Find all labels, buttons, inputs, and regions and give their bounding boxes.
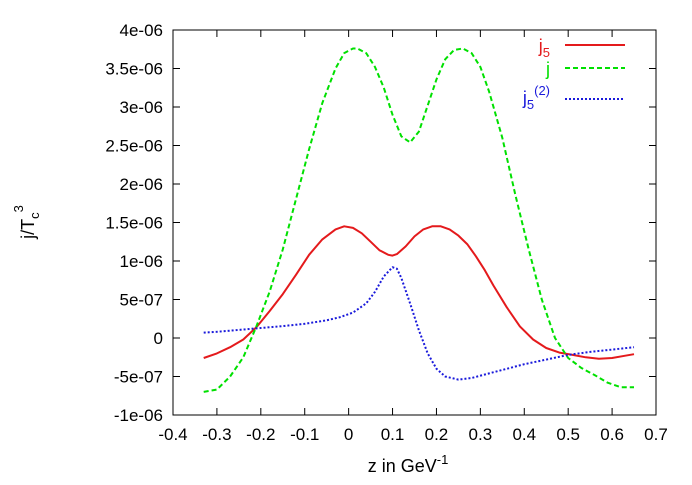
x-tick-label: -0.4 bbox=[158, 425, 187, 444]
y-tick-label: 0 bbox=[154, 329, 163, 348]
legend-label-j5-2: j5(2) bbox=[522, 83, 550, 112]
x-tick-label: 0.2 bbox=[425, 425, 449, 444]
legend-label-j5: j5 bbox=[538, 36, 550, 60]
x-tick-label: 0.6 bbox=[600, 425, 624, 444]
series-line-j bbox=[203, 47, 634, 393]
x-tick-label: 0.7 bbox=[644, 425, 668, 444]
y-tick-label: -5e-07 bbox=[114, 368, 163, 387]
series-line-j5-2 bbox=[203, 266, 635, 381]
legend-label-j: j bbox=[545, 59, 550, 79]
series-lines bbox=[203, 47, 635, 393]
y-tick-label: 3e-06 bbox=[120, 98, 163, 117]
legend: j5 j j5(2) bbox=[522, 36, 625, 112]
y-tick-label: -1e-06 bbox=[114, 406, 163, 425]
y-tick-labels: -1e-06 -5e-07 0 5e-07 1e-06 1.5e-06 2e-06 2.5e-… bbox=[105, 21, 163, 425]
x-tick-label: 0.3 bbox=[469, 425, 493, 444]
x-tick-label: -0.2 bbox=[246, 425, 275, 444]
y-tick-label: 2e-06 bbox=[120, 175, 163, 194]
axis-ticks bbox=[172, 29, 657, 416]
y-tick-label: 1e-06 bbox=[120, 252, 163, 271]
x-tick-label: 0.5 bbox=[556, 425, 580, 444]
x-tick-label: -0.3 bbox=[202, 425, 231, 444]
x-tick-label: -0.1 bbox=[290, 425, 319, 444]
x-tick-label: 0 bbox=[344, 425, 353, 444]
x-tick-label: 0.4 bbox=[512, 425, 536, 444]
y-axis-title: j/Tc3 bbox=[11, 205, 42, 240]
x-tick-label: 0.1 bbox=[381, 425, 405, 444]
y-tick-label: 3.5e-06 bbox=[105, 60, 163, 79]
y-tick-label: 5e-07 bbox=[120, 291, 163, 310]
y-tick-label: 4e-06 bbox=[120, 21, 163, 40]
y-tick-label: 2.5e-06 bbox=[105, 137, 163, 156]
x-tick-labels: -0.4 -0.3 -0.2 -0.1 0 0.1 0.2 0.3 0.4 0.5 0.6 0.7 bbox=[158, 425, 667, 444]
x-axis-title: z in GeV-1 bbox=[368, 452, 449, 476]
y-tick-label: 1.5e-06 bbox=[105, 214, 163, 233]
series-line-j5 bbox=[203, 225, 635, 360]
